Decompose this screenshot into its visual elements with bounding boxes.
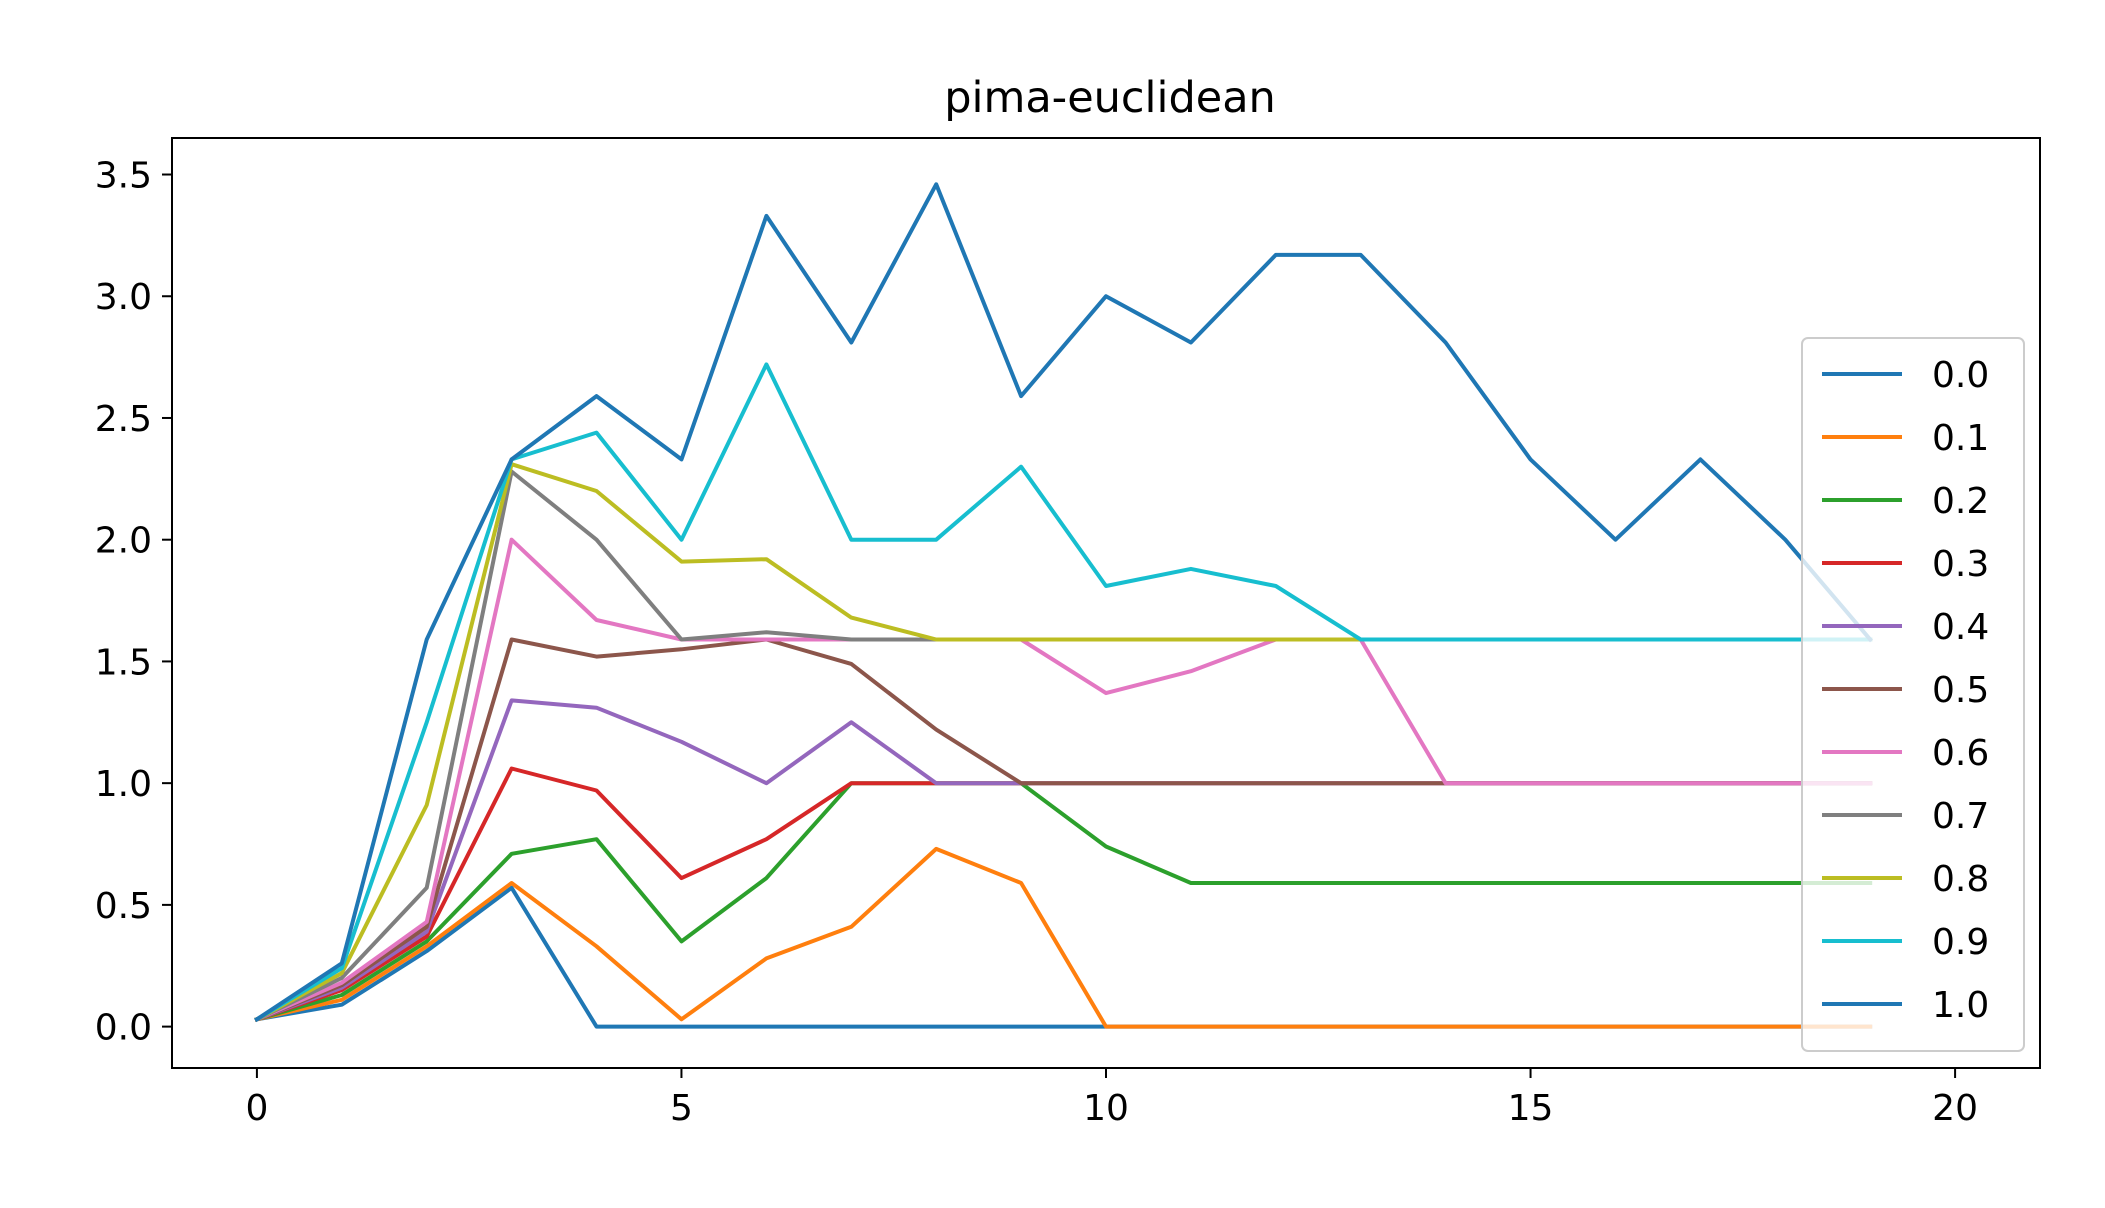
legend-label: 0.9 (1932, 922, 1989, 963)
y-tick-label: 2.5 (95, 399, 152, 440)
series-line-1-0 (254, 182, 1874, 1023)
legend-item: 0.5 (1822, 670, 1989, 711)
legend-item: 0.3 (1822, 544, 1989, 585)
legend-item: 0.8 (1822, 859, 1989, 900)
x-tick-label: 15 (1508, 1088, 1554, 1129)
chart-title: pima-euclidean (944, 73, 1276, 123)
y-tick-label: 3.5 (95, 156, 152, 197)
legend-label: 0.2 (1932, 481, 1989, 522)
x-tick-label: 10 (1083, 1088, 1129, 1129)
series-line-0-6 (254, 537, 1873, 1022)
series-line-0-1 (254, 846, 1873, 1029)
x-axis: 0 5 10 15 20 (245, 1068, 1978, 1129)
y-axis: 0.0 0.5 1.0 1.5 2.0 2.5 3.0 3.5 (95, 156, 172, 1049)
legend-item: 0.9 (1822, 922, 1989, 963)
legend-item: 0.2 (1822, 481, 1989, 522)
y-tick-label: 0.0 (95, 1008, 152, 1049)
y-tick-label: 2.0 (95, 521, 152, 562)
legend-label: 0.3 (1932, 544, 1989, 585)
legend-item: 0.7 (1822, 796, 1989, 837)
legend-label: 0.4 (1932, 607, 1989, 648)
legend-label: 0.7 (1932, 796, 1989, 837)
series-line-0-9 (254, 362, 1873, 1023)
legend-label: 0.5 (1932, 670, 1989, 711)
x-tick-label: 20 (1932, 1088, 1978, 1129)
legend-label: 0.6 (1932, 733, 1989, 774)
legend-label: 0.1 (1932, 418, 1989, 459)
plot-area (254, 182, 1874, 1029)
x-tick-label: 0 (245, 1088, 268, 1129)
y-tick-label: 1.5 (95, 642, 152, 683)
legend-item: 0.0 (1822, 355, 1989, 396)
legend-item: 0.4 (1822, 607, 1989, 648)
legend-label: 1.0 (1932, 985, 1989, 1026)
legend-item: 0.1 (1822, 418, 1989, 459)
legend-item: 0.6 (1822, 733, 1989, 774)
y-tick-label: 0.5 (95, 886, 152, 927)
axes-frame (171, 137, 2041, 1069)
legend-label: 0.8 (1932, 859, 1989, 900)
y-tick-label: 3.0 (95, 277, 152, 318)
x-tick-label: 5 (670, 1088, 693, 1129)
legend-box (1801, 337, 2025, 1052)
y-tick-label: 1.0 (95, 764, 152, 805)
legend-label: 0.0 (1932, 355, 1989, 396)
legend: 0.0 0.1 0.2 0.3 0.4 0.5 0.6 0.7 0.8 0.9 1.0 (1801, 337, 2025, 1052)
series-line-0-2 (254, 781, 1873, 1022)
legend-item: 1.0 (1822, 985, 1989, 1026)
